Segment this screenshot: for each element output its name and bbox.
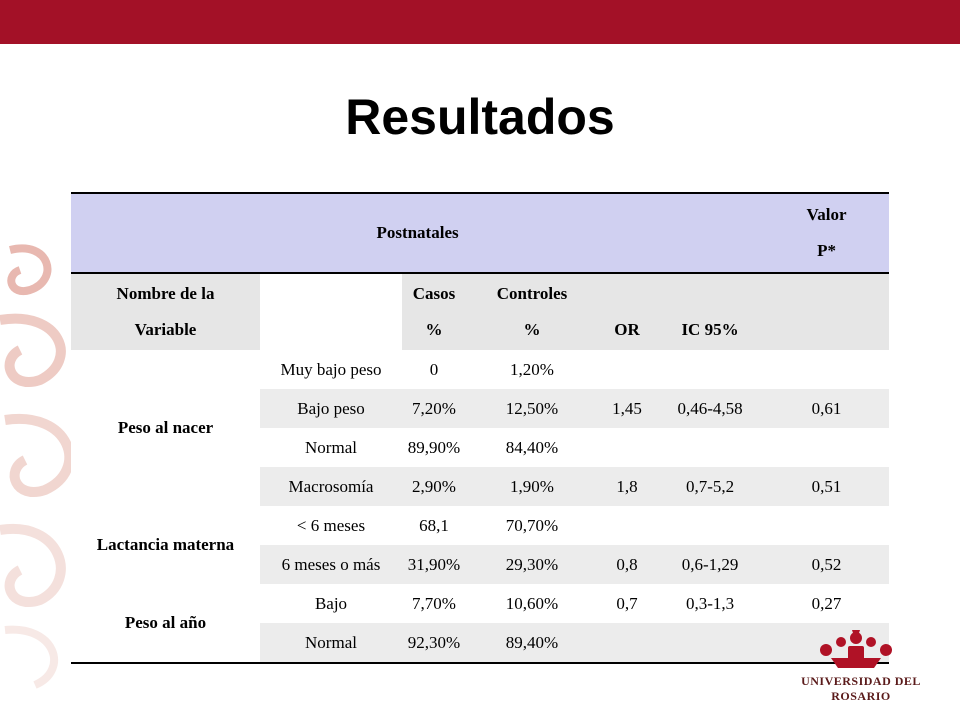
cell-category: Bajo xyxy=(260,584,402,623)
cell-casos: 89,90% xyxy=(402,428,466,467)
group-peso-al-ano: Peso al año xyxy=(71,584,260,664)
cell-or: 1,45 xyxy=(598,389,656,428)
decorative-flourish xyxy=(0,244,75,689)
cell-ic xyxy=(656,428,765,467)
cell-casos: 2,90% xyxy=(402,467,466,506)
cell-casos: 92,30% xyxy=(402,623,466,664)
cell-controles: 1,90% xyxy=(466,467,598,506)
cell-ic xyxy=(656,350,765,389)
header-valor-line2: P* xyxy=(817,241,836,260)
cell-p xyxy=(764,506,890,545)
cell-or xyxy=(598,350,656,389)
cell-p xyxy=(764,350,890,389)
cell-or: 0,8 xyxy=(598,545,656,584)
cell-controles: 70,70% xyxy=(466,506,598,545)
cell-controles: 1,20% xyxy=(466,350,598,389)
table-row: Normal 92,30% 89,40% xyxy=(71,623,890,664)
table-row: Peso al año Bajo 7,70% 10,60% 0,7 0,3-1,… xyxy=(71,584,890,664)
cell-casos: 7,20% xyxy=(402,389,466,428)
cell-controles: 12,50% xyxy=(466,389,598,428)
cell-category: Normal xyxy=(260,623,402,664)
table-row: 6 meses o más 31,90% 29,30% 0,8 0,6-1,29… xyxy=(71,545,890,584)
cell-casos: 31,90% xyxy=(402,545,466,584)
cell-or xyxy=(598,506,656,545)
university-crest-icon xyxy=(820,630,892,668)
table-subheader-row: Nombre de la Variable Casos % Controles … xyxy=(71,273,890,350)
cell-ic xyxy=(656,506,765,545)
cell-ic: 0,3-1,3 xyxy=(656,584,765,623)
cell-ic: 0,6-1,29 xyxy=(656,545,765,584)
cell-ic: 0,46-4,58 xyxy=(656,389,765,428)
col-controles: Controles % xyxy=(466,273,598,350)
cell-casos: 7,70% xyxy=(402,584,466,623)
table-row: Normal 89,90% 84,40% xyxy=(71,428,890,467)
cell-p: 0,27 xyxy=(764,584,890,623)
top-banner xyxy=(0,0,960,44)
cell-controles: 10,60% xyxy=(466,584,598,623)
cell-ic xyxy=(656,623,765,664)
header-valor-p: Valor P* xyxy=(764,192,890,274)
cell-category: Bajo peso xyxy=(260,389,402,428)
col-casos: Casos % xyxy=(402,273,466,350)
cell-ic: 0,7-5,2 xyxy=(656,467,765,506)
col-category-empty xyxy=(260,273,402,350)
col-p-empty xyxy=(764,273,890,350)
table-row: Bajo peso 7,20% 12,50% 1,45 0,46-4,58 0,… xyxy=(71,389,890,428)
results-table: Postnatales Valor P* Nombre de la Variab… xyxy=(71,192,890,664)
cell-category: Macrosomía xyxy=(260,467,402,506)
cell-p: 0,61 xyxy=(764,389,890,428)
cell-casos: 68,1 xyxy=(402,506,466,545)
cell-category: 6 meses o más xyxy=(260,545,402,584)
table-header-row: Postnatales Valor P* xyxy=(71,192,890,274)
col-controles-line1: Controles xyxy=(496,284,568,303)
table-row: Peso al nacer Muy bajo peso 0 1,20% xyxy=(71,350,890,506)
header-valor-line1: Valor xyxy=(806,205,847,224)
cell-controles: 29,30% xyxy=(466,545,598,584)
cell-controles: 84,40% xyxy=(466,428,598,467)
col-casos-line1: Casos xyxy=(412,284,456,303)
cell-controles: 89,40% xyxy=(466,623,598,664)
group-peso-al-nacer: Peso al nacer xyxy=(71,350,260,506)
col-ic: IC 95% xyxy=(656,273,765,350)
slide-title: Resultados xyxy=(345,89,615,145)
cell-p xyxy=(764,428,890,467)
cell-p: 0,51 xyxy=(764,467,890,506)
table-row: Macrosomía 2,90% 1,90% 1,8 0,7-5,2 0,51 xyxy=(71,467,890,506)
col-variable-line1: Nombre de la xyxy=(116,284,215,303)
table-row: Lactancia materna < 6 meses 68,1 70,70% xyxy=(71,506,890,584)
university-name: UNIVERSIDAD DEL ROSARIO xyxy=(801,674,921,703)
cell-or: 1,8 xyxy=(598,467,656,506)
cell-or: 0,7 xyxy=(598,584,656,623)
col-or: OR xyxy=(598,273,656,350)
header-postnatales: Postnatales xyxy=(71,192,765,274)
cell-or xyxy=(598,623,656,664)
cell-category: Muy bajo peso xyxy=(260,350,402,389)
col-ic-label: IC 95% xyxy=(681,320,739,339)
col-variable: Nombre de la Variable xyxy=(71,273,260,350)
cell-p: 0,52 xyxy=(764,545,890,584)
cell-category: Normal xyxy=(260,428,402,467)
col-variable-line2: Variable xyxy=(134,320,197,339)
col-casos-line2: % xyxy=(425,320,443,339)
cell-or xyxy=(598,428,656,467)
cell-category: < 6 meses xyxy=(260,506,402,545)
cell-casos: 0 xyxy=(402,350,466,389)
col-controles-line2: % xyxy=(523,320,541,339)
group-lactancia-materna: Lactancia materna xyxy=(71,506,260,584)
col-or-label: OR xyxy=(614,320,640,339)
